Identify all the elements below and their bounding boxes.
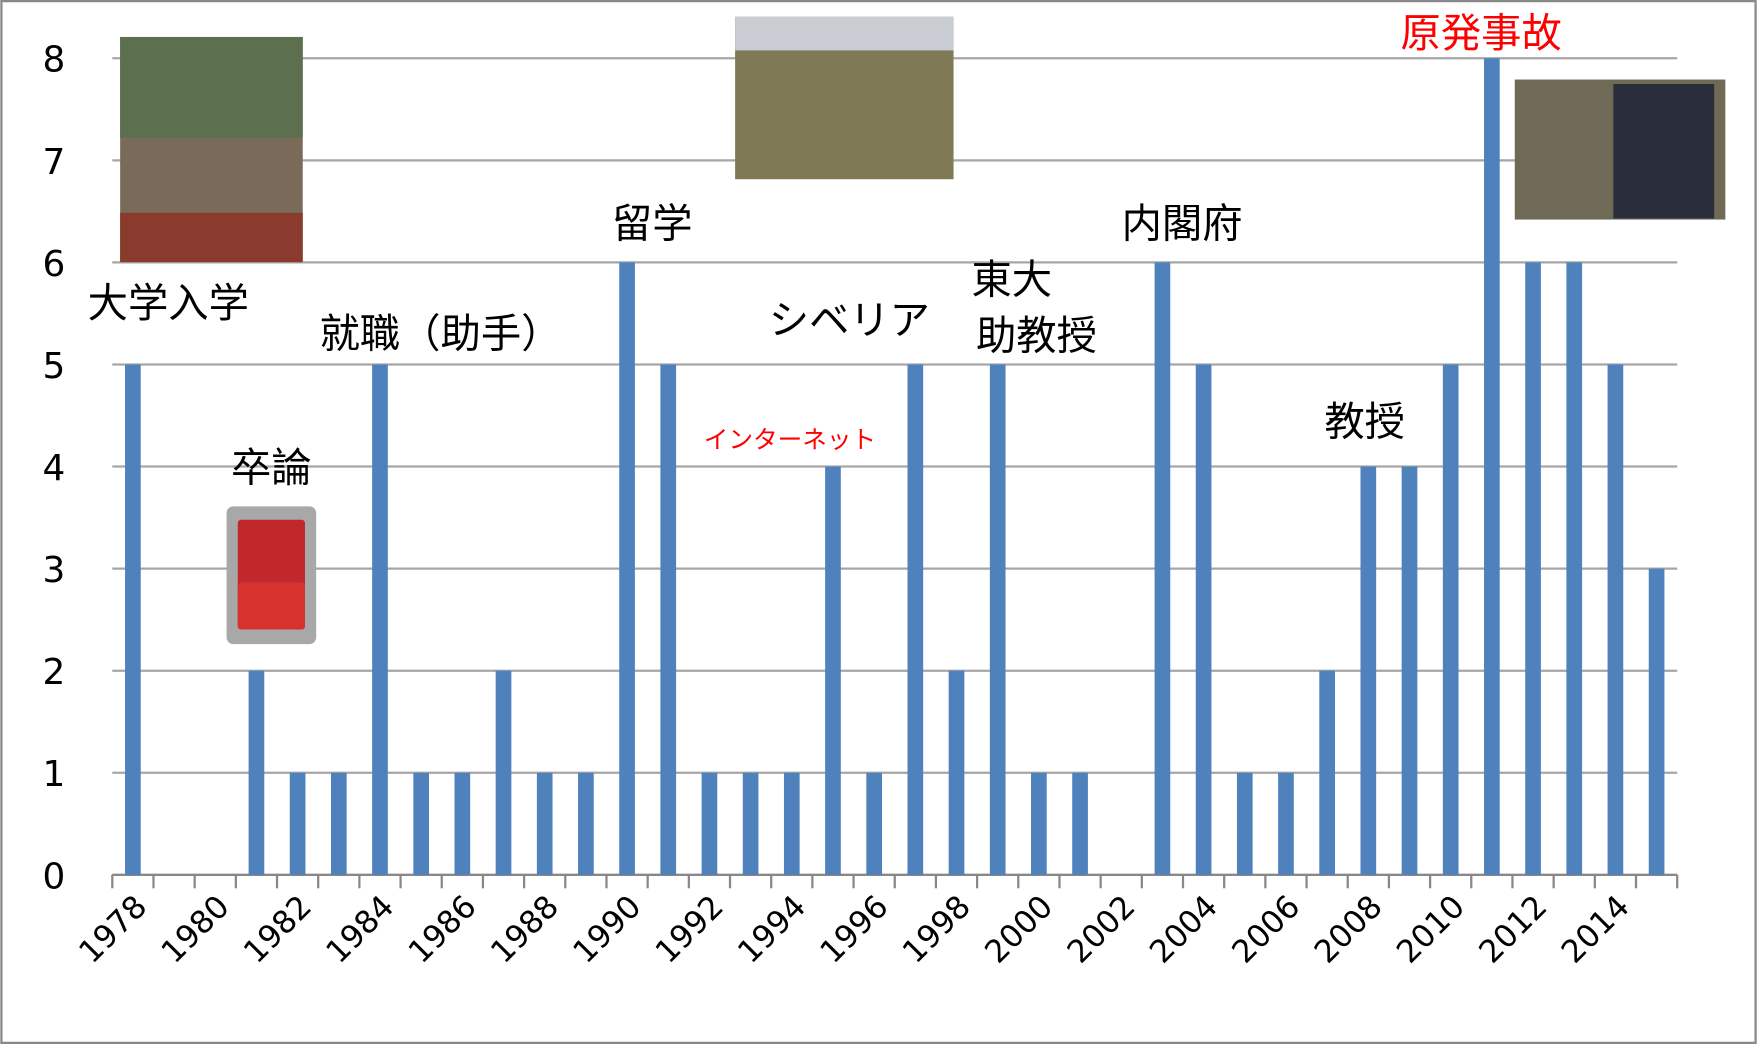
y-tick-label: 1 xyxy=(42,754,65,795)
photo-track xyxy=(120,212,303,263)
annotation: 大学入学 xyxy=(88,280,249,327)
bar xyxy=(536,772,553,875)
y-tick-label: 8 xyxy=(42,40,65,81)
bar xyxy=(1236,772,1253,875)
bar xyxy=(907,364,924,875)
annotation: 内閣府 xyxy=(1122,200,1243,247)
bar xyxy=(454,772,471,875)
bar xyxy=(1154,262,1171,875)
y-tick-label: 4 xyxy=(42,448,65,489)
bar xyxy=(413,772,430,875)
bar xyxy=(372,364,388,875)
bar xyxy=(330,772,347,875)
bar xyxy=(495,670,512,875)
bar xyxy=(1484,58,1500,875)
y-tick-label: 3 xyxy=(42,550,65,591)
photo-sky xyxy=(735,16,954,51)
bar xyxy=(248,670,265,875)
bar xyxy=(866,772,882,875)
y-tick-label: 6 xyxy=(42,244,65,285)
bar xyxy=(660,364,677,875)
annotation: 東大 xyxy=(971,256,1052,303)
y-tick-label: 7 xyxy=(42,142,65,183)
bar xyxy=(1525,262,1541,875)
bar xyxy=(1607,364,1624,875)
bar xyxy=(701,772,718,875)
bar xyxy=(619,262,635,875)
y-tick-label: 2 xyxy=(42,652,65,693)
bar xyxy=(948,670,965,875)
bar xyxy=(125,364,141,875)
bar xyxy=(1072,772,1088,875)
bar xyxy=(1442,364,1459,875)
bar xyxy=(578,772,594,875)
bar xyxy=(1031,772,1047,875)
bar xyxy=(783,772,800,875)
annotation: インターネット xyxy=(704,425,876,454)
bar xyxy=(1566,262,1583,875)
bar xyxy=(1278,772,1294,875)
bar xyxy=(1319,670,1335,875)
annotation: 卒論 xyxy=(231,445,312,492)
photos xyxy=(120,16,1726,645)
switch-on xyxy=(237,582,305,630)
bar xyxy=(989,364,1006,875)
annotation: 教授 xyxy=(1324,399,1405,446)
bar xyxy=(742,772,759,875)
annotation: 原発事故 xyxy=(1401,10,1562,57)
annotation: 就職（助手） xyxy=(320,310,562,357)
bar xyxy=(825,466,841,875)
bar xyxy=(1401,466,1418,875)
bar xyxy=(289,772,306,875)
bar xyxy=(1360,466,1377,875)
annotation: 留学 xyxy=(612,200,693,247)
y-tick-label: 0 xyxy=(42,856,65,897)
photo-bg xyxy=(120,36,303,138)
bar xyxy=(1195,364,1212,875)
photo-person xyxy=(1613,84,1715,219)
annotation: シベリア xyxy=(769,297,930,344)
annotation: 助教授 xyxy=(976,312,1097,359)
y-tick-label: 5 xyxy=(42,346,65,387)
bar xyxy=(1648,568,1665,875)
